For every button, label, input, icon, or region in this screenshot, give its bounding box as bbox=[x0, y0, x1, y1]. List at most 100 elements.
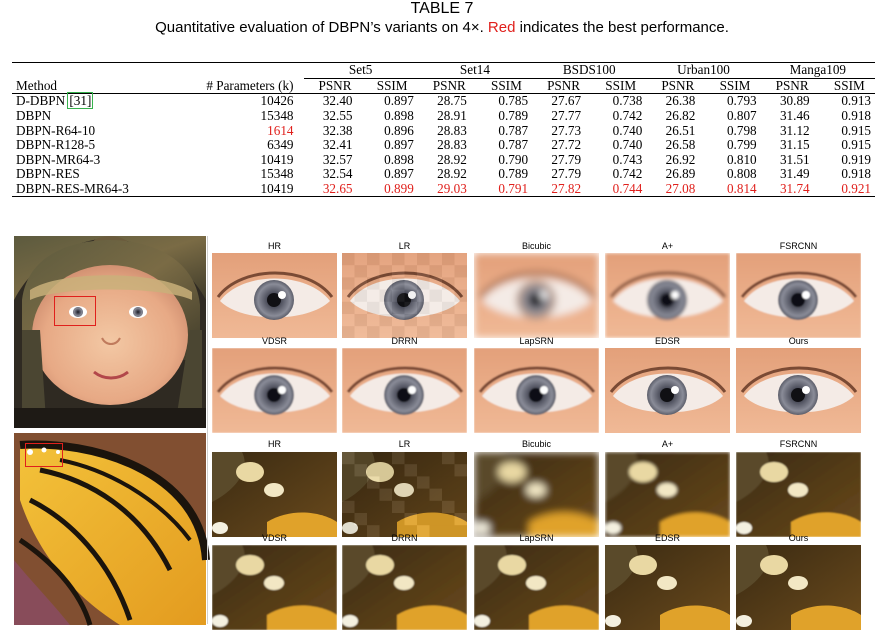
row-value: 0.897 bbox=[384, 93, 414, 109]
butterfly-crop-image bbox=[212, 452, 337, 537]
row-value: 26.82 bbox=[665, 108, 696, 124]
method-name: DBPN bbox=[16, 108, 52, 124]
method-label: LapSRN bbox=[519, 336, 554, 346]
dataset-header: Set5 bbox=[303, 63, 418, 79]
row-value: 27.67 bbox=[551, 93, 582, 109]
row-value: 31.74 bbox=[779, 181, 810, 197]
row-value: 0.899 bbox=[384, 181, 414, 197]
eye-crop-image bbox=[212, 253, 337, 338]
method-label: EDSR bbox=[654, 533, 680, 543]
row-value: 0.790 bbox=[498, 151, 529, 167]
row-method: DBPN-MR64-3 bbox=[12, 152, 172, 168]
caption-text-red: Red bbox=[487, 19, 516, 36]
row-value: 0.814 bbox=[726, 181, 757, 197]
row-value: 0.807 bbox=[726, 108, 757, 124]
metric-header: PSNR bbox=[432, 77, 466, 93]
row-value: 0.799 bbox=[726, 137, 757, 153]
caption-text-2: indicates the best performance. bbox=[515, 19, 729, 36]
row-value: 27.72 bbox=[551, 137, 582, 153]
row-value: 0.918 bbox=[841, 166, 871, 182]
dataset-header: Manga109 bbox=[760, 63, 875, 79]
method-label: LapSRN bbox=[519, 533, 554, 543]
method-label: Ours bbox=[788, 336, 809, 346]
citation-link[interactable]: [31] bbox=[67, 92, 94, 110]
metric-header: SSIM bbox=[376, 77, 408, 93]
table-row: DBPN-RES-MR64-3 10419 32.65 0.899 29.03 0.791… bbox=[12, 182, 875, 197]
row-value: 28.92 bbox=[437, 151, 467, 167]
table-header-datasets: Set5 Set14 BSDS100 Urban100 Manga109 bbox=[12, 63, 875, 79]
row-value: 0.919 bbox=[841, 151, 871, 167]
row-value: 32.40 bbox=[322, 93, 353, 109]
eye-crop-image bbox=[736, 253, 861, 338]
row-value: 0.791 bbox=[498, 181, 529, 197]
row-value: 0.897 bbox=[384, 137, 414, 153]
row-value: 32.65 bbox=[322, 181, 353, 197]
row-value: 0.898 bbox=[384, 151, 414, 167]
row-value: 31.15 bbox=[779, 137, 810, 153]
row-value: 0.740 bbox=[612, 137, 643, 153]
method-label: VDSR bbox=[261, 336, 287, 346]
row-value: 0.740 bbox=[612, 122, 643, 138]
eye-crop-image bbox=[342, 253, 467, 338]
row-value: 0.896 bbox=[384, 122, 414, 138]
row-params: 15348 bbox=[260, 166, 294, 182]
zoom-region-box bbox=[54, 296, 96, 326]
row-value: 27.73 bbox=[551, 122, 582, 138]
row-value: 0.787 bbox=[498, 137, 529, 153]
row-value: 0.744 bbox=[612, 181, 643, 197]
method-name: DBPN-RES bbox=[16, 166, 80, 182]
method-label: FSRCNN bbox=[779, 439, 818, 449]
row-value: 32.54 bbox=[322, 166, 353, 182]
table-label: TABLE 7 bbox=[410, 0, 474, 17]
metric-header: SSIM bbox=[491, 77, 522, 93]
table-row: DBPN-MR64-3 10419 32.57 0.898 28.92 0.790 27.7… bbox=[12, 151, 875, 168]
metric-header: PSNR bbox=[318, 77, 352, 93]
method-label: EDSR bbox=[654, 336, 680, 346]
eye-crop-image bbox=[474, 348, 599, 433]
row-params: 10426 bbox=[260, 93, 294, 109]
method-label: HR bbox=[268, 439, 281, 449]
row-value: 27.08 bbox=[665, 181, 696, 197]
row-value: 0.742 bbox=[612, 108, 643, 124]
row-method: DBPN-R128-5 bbox=[12, 138, 172, 153]
row-params: 1614 bbox=[267, 122, 294, 138]
method-label: LR bbox=[398, 439, 411, 449]
column-header-params: # Parameters (k) bbox=[206, 77, 294, 93]
zoom-region-box bbox=[25, 443, 63, 467]
row-method: DBPN-RES bbox=[12, 167, 172, 182]
butterfly-crop-image bbox=[342, 545, 467, 630]
butterfly-crop-image bbox=[605, 452, 730, 537]
row-value: 28.83 bbox=[437, 122, 467, 138]
method-label: Bicubic bbox=[521, 241, 551, 251]
row-value: 28.91 bbox=[437, 108, 467, 124]
method-label: DRRN bbox=[391, 336, 418, 346]
row-value: 0.915 bbox=[841, 137, 871, 153]
row-value: 27.77 bbox=[551, 108, 582, 124]
butterfly-crop-image bbox=[605, 545, 730, 630]
row-value: 26.89 bbox=[665, 166, 696, 182]
row-value: 27.79 bbox=[551, 166, 582, 182]
row-value: 32.41 bbox=[322, 137, 353, 153]
dataset-header: Urban100 bbox=[646, 63, 761, 79]
row-value: 0.918 bbox=[841, 108, 871, 124]
baby-photo bbox=[14, 236, 206, 428]
method-label: HR bbox=[268, 241, 281, 251]
row-value: 31.51 bbox=[779, 151, 810, 167]
eye-crop-image bbox=[605, 348, 730, 433]
row-value: 0.913 bbox=[841, 93, 871, 109]
table-row: DBPN-R64-10 1614 32.38 0.896 28.83 0.787 27.73… bbox=[12, 123, 875, 138]
row-value: 0.789 bbox=[498, 166, 529, 182]
row-value: 0.898 bbox=[384, 108, 414, 124]
method-name: DBPN-R128-5 bbox=[16, 137, 96, 153]
row-value: 26.58 bbox=[665, 137, 696, 153]
row-value: 0.789 bbox=[498, 108, 529, 124]
eye-crop-image bbox=[736, 348, 861, 433]
row-method: DBPN-R64-10 bbox=[12, 123, 172, 138]
row-method: DBPN bbox=[12, 109, 172, 124]
row-value: 31.46 bbox=[779, 108, 810, 124]
row-value: 27.79 bbox=[551, 151, 582, 167]
row-method: D-DBPN [31] bbox=[12, 92, 172, 110]
caption-text-1: Quantitative evaluation of DBPN’s varian… bbox=[155, 19, 488, 36]
row-value: 29.03 bbox=[437, 181, 467, 197]
row-value: 26.38 bbox=[665, 93, 696, 109]
